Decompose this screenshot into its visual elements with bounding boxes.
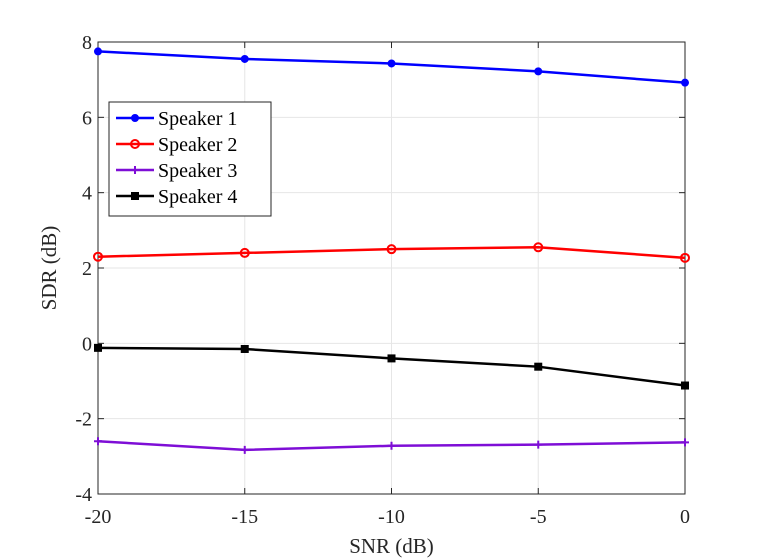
legend-label: Speaker 1 — [158, 108, 237, 130]
legend-item-speaker-4: Speaker 4 — [116, 186, 237, 208]
speaker-4-point — [534, 362, 543, 371]
speaker-4-point — [240, 344, 249, 353]
legend-swatch-marker — [131, 114, 139, 122]
y-tick-label: 0 — [82, 333, 92, 355]
legend: Speaker 1 Speaker 2 Speaker 3 Speaker 4 — [108, 101, 272, 217]
legend-swatch-marker — [131, 166, 139, 174]
speaker-2-point — [239, 247, 250, 258]
x-tick-label: -15 — [231, 506, 258, 528]
x-tick-label: 0 — [680, 506, 690, 528]
speaker-1-point — [240, 54, 249, 63]
speaker-3-point — [240, 445, 249, 454]
legend-item-speaker-2: Speaker 2 — [116, 134, 237, 156]
speaker-2-point — [386, 244, 397, 255]
x-axis-label: SNR (dB) — [349, 534, 434, 558]
speaker-1-point — [387, 59, 396, 68]
y-tick-label: -2 — [75, 409, 92, 431]
grid — [97, 41, 686, 495]
legend-item-speaker-3: Speaker 3 — [116, 160, 237, 182]
y-tick-label: 4 — [82, 183, 92, 205]
legend-label: Speaker 3 — [158, 160, 237, 182]
y-tick-label: 2 — [82, 258, 92, 280]
speaker-3-series — [94, 437, 689, 454]
speaker-2-point — [680, 252, 690, 263]
speaker-1-point — [94, 47, 102, 56]
speaker-1-series — [94, 47, 689, 87]
x-tick-label: -5 — [530, 506, 547, 528]
legend-swatch-marker — [130, 139, 140, 149]
speaker-3-point — [94, 437, 102, 446]
speaker-4-point — [681, 381, 689, 390]
x-tick-label: -20 — [85, 506, 112, 528]
speaker-2-series — [93, 242, 690, 263]
legend-label: Speaker 2 — [158, 134, 237, 156]
speaker-4-point — [387, 354, 396, 363]
legend-swatch-marker — [131, 192, 139, 200]
speaker-1-point — [534, 67, 543, 76]
speaker-3-point — [387, 441, 396, 450]
y-axis-label: SDR (dB) — [37, 226, 61, 311]
speaker-2-point — [533, 242, 544, 253]
speaker-2-line — [97, 246, 686, 260]
legend-item-speaker-1: Speaker 1 — [116, 108, 237, 130]
y-tick-label: 6 — [82, 107, 92, 129]
speaker-4-series — [94, 343, 689, 390]
speaker-1-point — [681, 78, 689, 87]
x-tick-label: -10 — [378, 506, 405, 528]
speaker-4-point — [94, 343, 102, 352]
y-tick-label: -4 — [75, 484, 92, 506]
speaker-3-point — [681, 438, 689, 447]
legend-label: Speaker 4 — [158, 186, 237, 208]
y-tick-label: 8 — [82, 32, 92, 54]
series-layer — [93, 47, 690, 454]
speaker-2-point — [93, 251, 103, 262]
speaker-3-point — [534, 440, 543, 449]
